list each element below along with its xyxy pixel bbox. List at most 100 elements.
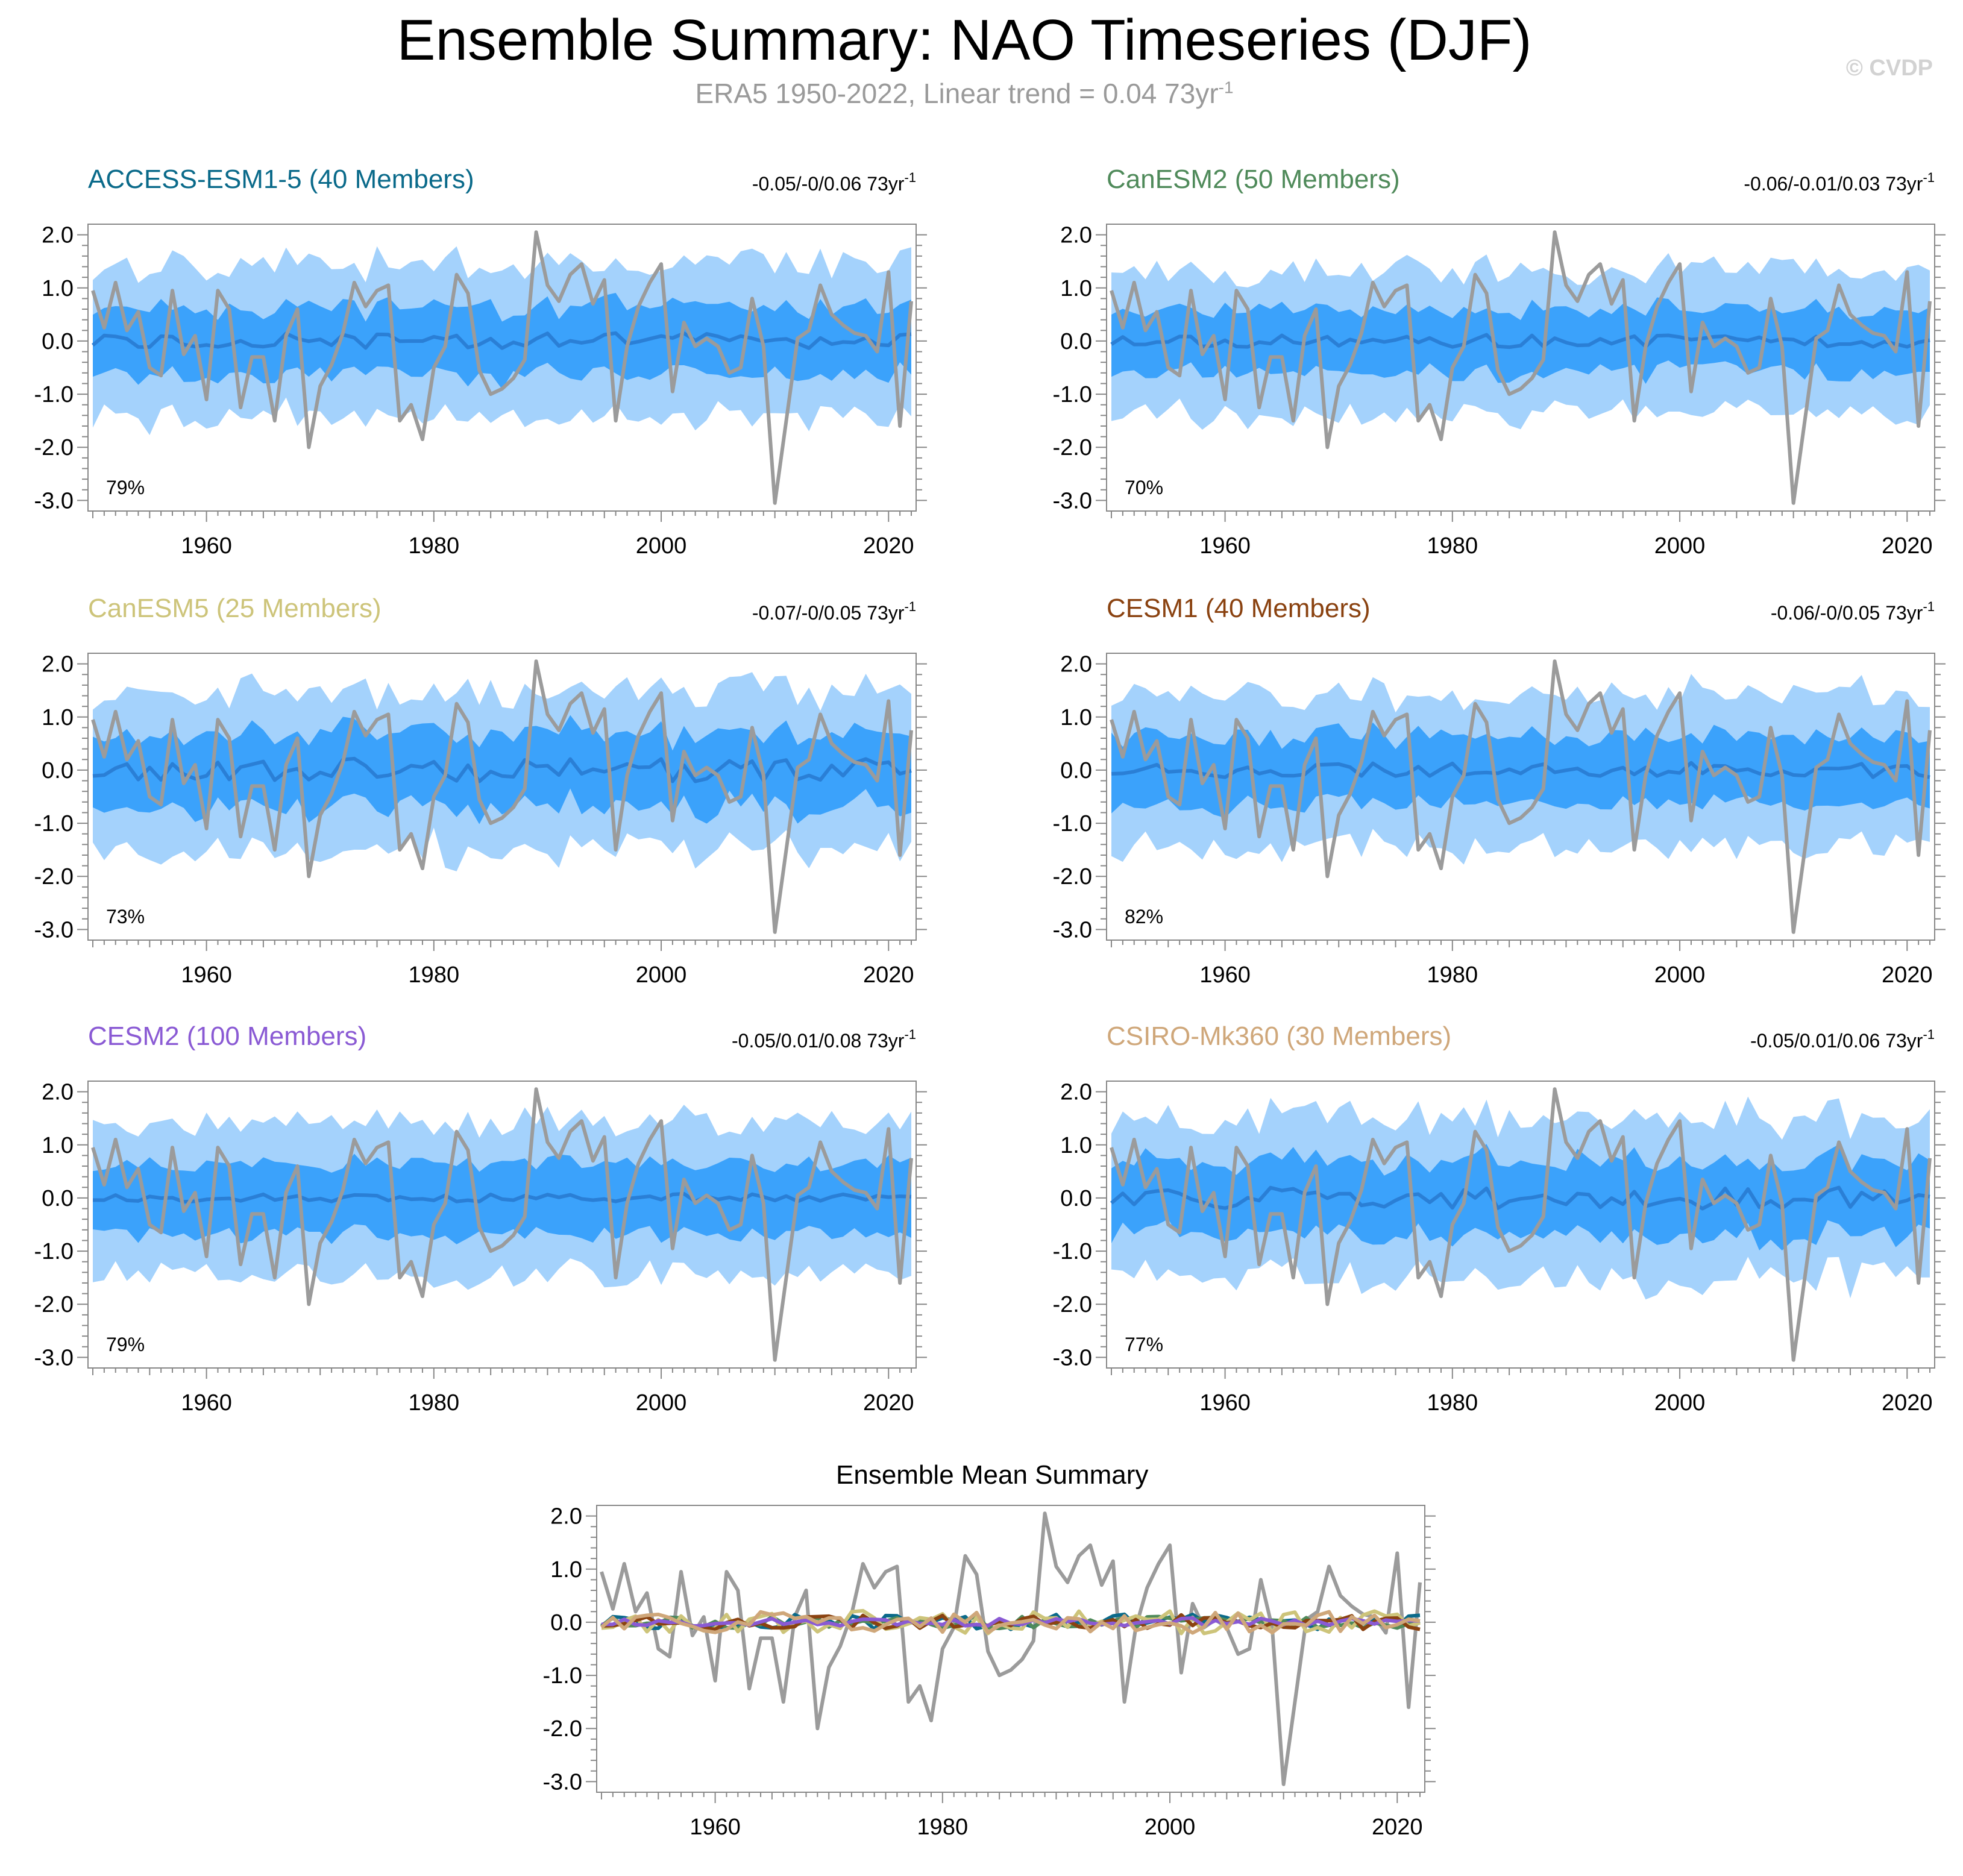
chart-panel-1: 2.0 1.0 0.0 -1.0 -2.0 -3.0 1960 1980 2000 2020 ACC…: [34, 165, 927, 559]
plot-area: [1110, 1087, 1932, 1362]
x-tick-label: 1960: [181, 962, 232, 988]
plot-area: [1110, 659, 1932, 934]
x-tick-label: 2020: [863, 1390, 914, 1416]
trend-label: -0.07/-0/0.05 73yr-1: [752, 599, 916, 624]
percent-label: 82%: [1125, 906, 1163, 927]
x-tick-label: 1980: [917, 1815, 969, 1840]
y-tick-label: -3.0: [1053, 1345, 1092, 1370]
y-tick-label: 0.0: [550, 1610, 582, 1636]
x-tick-label: 2000: [1145, 1815, 1196, 1840]
observations-line: [1110, 659, 1932, 934]
panel-title: CanESM5 (25 Members): [88, 594, 382, 623]
figure-title: Ensemble Summary: NAO Timeseries (DJF): [397, 8, 1532, 72]
trend-text: -0.05/-0/0.06 73yr: [752, 173, 905, 195]
percent-label: 77%: [1125, 1334, 1163, 1355]
y-tick-label: -2.0: [34, 1292, 74, 1317]
x-tick-label: 2000: [636, 962, 687, 988]
y-tick-label: 1.0: [1060, 276, 1092, 301]
x-tick-label: 2020: [863, 962, 914, 988]
panel-title: ACCESS-ESM1-5 (40 Members): [88, 165, 474, 194]
ensemble-mean-line-4: [601, 1613, 1421, 1631]
trend-label: -0.05/0.01/0.08 73yr-1: [732, 1027, 916, 1052]
x-tick-label: 2020: [1882, 533, 1933, 559]
observations-line: [600, 1511, 1422, 1786]
chart-panel-7: 2.0 1.0 0.0 -1.0 -2.0 -3.0 1960 1980 2000 2020 Ens…: [543, 1460, 1436, 1840]
y-tick-label: -3.0: [543, 1769, 582, 1795]
trend-text: -0.05/0.01/0.08 73yr: [732, 1030, 905, 1052]
chart-panel-6: 2.0 1.0 0.0 -1.0 -2.0 -3.0 1960 1980 2000 2020 CSI…: [1053, 1021, 1946, 1416]
y-tick-label: -1.0: [1053, 382, 1092, 407]
y-tick-label: 1.0: [42, 276, 74, 301]
x-tick-label: 2000: [1654, 1390, 1706, 1416]
y-tick-label: 0.0: [42, 329, 74, 354]
y-tick-label: 0.0: [42, 1186, 74, 1211]
y-tick-label: -2.0: [543, 1716, 582, 1742]
x-tick-label: 1980: [1427, 533, 1478, 559]
chart-panel-3: 2.0 1.0 0.0 -1.0 -2.0 -3.0 1960 1980 2000 2020 Can…: [34, 594, 927, 988]
y-tick-label: 1.0: [42, 705, 74, 730]
observations-line: [1110, 230, 1932, 505]
y-tick-label: 2.0: [1060, 652, 1092, 677]
percent-label: 73%: [106, 906, 145, 927]
observations-line: [91, 230, 913, 505]
trend-label: -0.06/-0/0.05 73yr-1: [1771, 599, 1935, 624]
y-tick-label: 2.0: [1060, 223, 1092, 248]
y-tick-label: -3.0: [1053, 917, 1092, 943]
x-tick-label: 1960: [181, 533, 232, 559]
y-tick-label: 2.0: [42, 652, 74, 677]
percent-label: 79%: [106, 477, 145, 498]
ensemble-mean-line-6: [600, 1610, 1421, 1635]
panel-title: Ensemble Mean Summary: [836, 1460, 1148, 1490]
y-tick-label: 2.0: [42, 1080, 74, 1105]
trend-exponent: -1: [1923, 599, 1935, 614]
observations-line: [1110, 1087, 1932, 1362]
y-tick-label: 2.0: [1060, 1080, 1092, 1105]
plot-area: [91, 659, 913, 934]
y-tick-label: -1.0: [1053, 1239, 1092, 1264]
subtitle-text: ERA5 1950-2022, Linear trend = 0.04 73yr: [695, 78, 1219, 109]
percent-label: 79%: [106, 1334, 145, 1355]
x-tick-label: 1980: [409, 533, 460, 559]
y-tick-label: 1.0: [1060, 705, 1092, 730]
trend-exponent: -1: [904, 599, 916, 614]
y-tick-label: -2.0: [1053, 435, 1092, 460]
y-tick-label: -2.0: [34, 864, 74, 889]
y-tick-label: -1.0: [34, 811, 74, 836]
x-tick-label: 1960: [689, 1815, 741, 1840]
y-tick-label: 0.0: [1060, 1186, 1092, 1211]
x-tick-label: 1960: [1199, 1390, 1251, 1416]
chart-panel-4: 2.0 1.0 0.0 -1.0 -2.0 -3.0 1960 1980 2000 2020 CES…: [1053, 594, 1946, 988]
x-tick-label: 1980: [1427, 962, 1478, 988]
plot-area: [91, 230, 913, 505]
y-tick-label: -1.0: [34, 382, 74, 407]
x-tick-label: 1960: [1199, 533, 1251, 559]
trend-text: -0.06/-0.01/0.03 73yr: [1744, 173, 1923, 195]
ensemble-mean-line: [92, 756, 912, 783]
y-tick-label: 0.0: [42, 758, 74, 783]
y-tick-label: 2.0: [42, 223, 74, 248]
ensemble-mean-line: [1110, 333, 1930, 350]
y-tick-label: -3.0: [1053, 488, 1092, 513]
observations-line: [91, 1087, 913, 1362]
trend-text: -0.06/-0/0.05 73yr: [1771, 602, 1923, 624]
x-tick-label: 1980: [409, 1390, 460, 1416]
x-tick-label: 2000: [636, 1390, 687, 1416]
chart-panel-5: 2.0 1.0 0.0 -1.0 -2.0 -3.0 1960 1980 2000 2020 CES…: [34, 1021, 927, 1416]
y-tick-label: -1.0: [543, 1663, 582, 1689]
x-tick-label: 1980: [409, 962, 460, 988]
panel-title: CanESM2 (50 Members): [1107, 165, 1400, 194]
trend-exponent: -1: [904, 170, 916, 185]
y-tick-label: 0.0: [1060, 329, 1092, 354]
plot-area: [600, 1511, 1422, 1786]
chart-panel-2: 2.0 1.0 0.0 -1.0 -2.0 -3.0 1960 1980 2000 2020 Can…: [1053, 165, 1946, 559]
trend-text: -0.05/0.01/0.06 73yr: [1750, 1030, 1923, 1052]
y-tick-label: -1.0: [34, 1239, 74, 1264]
trend-exponent: -1: [904, 1027, 916, 1042]
y-tick-label: -3.0: [34, 488, 74, 513]
x-tick-label: 2000: [636, 533, 687, 559]
y-tick-label: -3.0: [34, 1345, 74, 1370]
y-tick-label: 1.0: [42, 1133, 74, 1158]
y-tick-label: -2.0: [34, 435, 74, 460]
plot-area: [91, 1087, 913, 1362]
